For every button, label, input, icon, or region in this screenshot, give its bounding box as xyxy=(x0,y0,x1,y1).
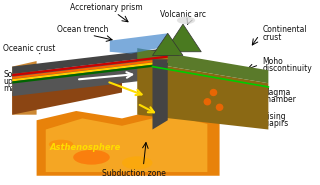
Polygon shape xyxy=(46,115,207,172)
Polygon shape xyxy=(153,33,183,56)
Polygon shape xyxy=(137,48,268,83)
Ellipse shape xyxy=(204,98,211,105)
Text: mantle: mantle xyxy=(3,84,30,93)
Ellipse shape xyxy=(216,104,223,111)
Text: Lithosphere: Lithosphere xyxy=(66,84,117,93)
Polygon shape xyxy=(110,33,168,54)
Polygon shape xyxy=(12,58,168,79)
Polygon shape xyxy=(12,61,168,81)
Ellipse shape xyxy=(49,140,73,149)
Text: Solid: Solid xyxy=(3,70,22,78)
Polygon shape xyxy=(12,61,36,115)
Text: Asthenosphere: Asthenosphere xyxy=(50,144,121,152)
Polygon shape xyxy=(137,61,268,130)
Text: Moho: Moho xyxy=(262,57,283,65)
Text: Ocean trench: Ocean trench xyxy=(57,25,108,34)
Text: uppermost: uppermost xyxy=(3,77,44,86)
Polygon shape xyxy=(12,56,168,96)
Text: Oceanic crust: Oceanic crust xyxy=(3,44,55,53)
Ellipse shape xyxy=(177,17,195,24)
Text: crust: crust xyxy=(262,33,282,41)
Polygon shape xyxy=(36,107,220,176)
Polygon shape xyxy=(12,70,122,115)
Polygon shape xyxy=(153,59,168,130)
Text: Magma: Magma xyxy=(262,88,291,97)
Text: Continental: Continental xyxy=(262,25,307,34)
Ellipse shape xyxy=(122,156,153,169)
Polygon shape xyxy=(12,48,168,74)
Ellipse shape xyxy=(73,150,110,165)
Text: Rising: Rising xyxy=(262,112,286,121)
Polygon shape xyxy=(165,24,201,52)
Text: discontinuity: discontinuity xyxy=(262,64,312,73)
Polygon shape xyxy=(12,63,168,84)
Ellipse shape xyxy=(210,89,217,96)
Text: Volcanic arc: Volcanic arc xyxy=(160,10,206,19)
Text: chamber: chamber xyxy=(262,95,296,104)
Text: Subduction zone: Subduction zone xyxy=(102,169,166,178)
Text: diapirs: diapirs xyxy=(262,120,289,128)
Text: Accretionary prism: Accretionary prism xyxy=(70,3,143,12)
Polygon shape xyxy=(12,56,168,76)
